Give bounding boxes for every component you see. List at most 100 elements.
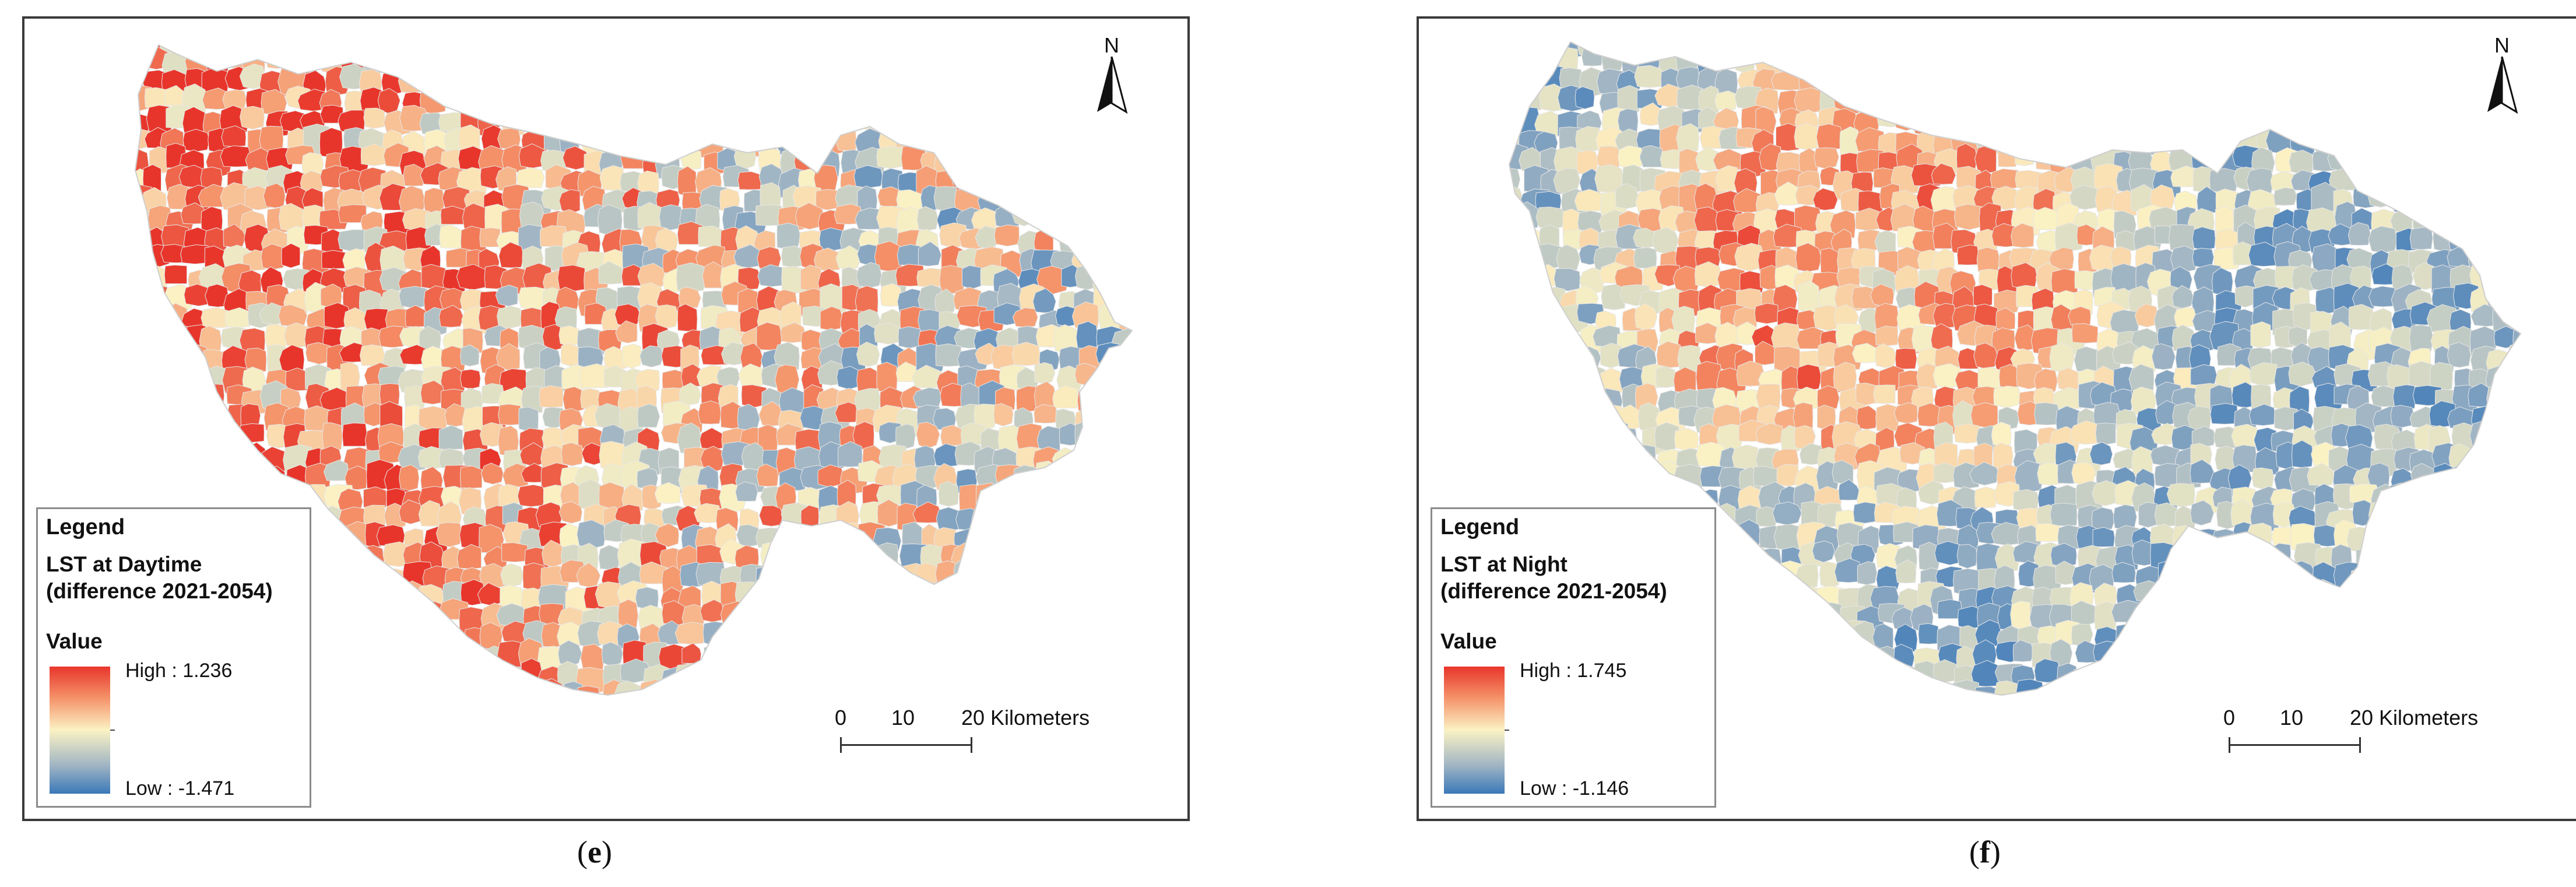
map-region xyxy=(135,445,148,469)
map-region xyxy=(538,105,568,133)
map-region xyxy=(1091,622,1122,646)
map-region xyxy=(577,45,599,67)
map-region xyxy=(797,527,825,552)
map-region xyxy=(1509,479,1526,505)
map-region xyxy=(1755,383,1781,413)
map-region xyxy=(1509,342,1518,364)
map-region xyxy=(1755,642,1786,667)
map-region xyxy=(993,87,1024,118)
map-region xyxy=(2532,109,2561,129)
map-region xyxy=(961,104,982,131)
map-region xyxy=(816,620,842,648)
map-region xyxy=(681,643,702,664)
map-region xyxy=(1701,42,1727,50)
map-region xyxy=(1539,329,1568,349)
map-region xyxy=(2035,48,2065,78)
map-region xyxy=(2051,701,2073,730)
map-region xyxy=(460,344,480,367)
map-region xyxy=(2445,164,2470,188)
map-region xyxy=(2271,42,2297,50)
map-region xyxy=(220,145,251,167)
map-region xyxy=(1833,362,1857,393)
map-region xyxy=(1878,89,1899,114)
map-region xyxy=(462,645,485,676)
legend-low-label: Low : -1.471 xyxy=(125,777,235,800)
map-region xyxy=(259,45,290,54)
map-region xyxy=(1893,402,1918,424)
map-region xyxy=(2447,342,2471,368)
map-region xyxy=(2252,42,2283,48)
map-region xyxy=(594,403,622,429)
map-region xyxy=(1057,45,1086,52)
map-region xyxy=(2251,639,2278,669)
map-region xyxy=(2327,42,2358,55)
legend-layer-line2: (difference 2021-2054) xyxy=(46,579,273,603)
map-region xyxy=(580,110,608,133)
map-region xyxy=(405,699,428,728)
map-region xyxy=(439,224,463,249)
map-region xyxy=(2489,206,2508,229)
map-region xyxy=(1509,52,1527,76)
map-region xyxy=(801,665,827,695)
map-region xyxy=(456,544,482,570)
map-region xyxy=(2526,207,2553,230)
map-region xyxy=(1057,504,1087,531)
map-region xyxy=(575,93,605,116)
map-region xyxy=(817,45,843,52)
map-region xyxy=(939,265,965,294)
legend-title: Legend xyxy=(46,515,125,539)
map-region xyxy=(1755,423,1785,446)
map-region xyxy=(2465,501,2490,524)
map-region xyxy=(1976,702,2004,726)
map-region xyxy=(1535,206,1565,230)
map-region xyxy=(2092,68,2121,95)
map-region xyxy=(895,423,916,450)
map-region xyxy=(1991,422,2012,446)
map-region xyxy=(2390,52,2420,73)
map-region xyxy=(1875,343,1897,369)
map-region xyxy=(381,587,406,608)
map-region xyxy=(1140,701,1166,724)
map-region xyxy=(135,244,149,271)
map-region xyxy=(2289,84,2320,109)
map-region xyxy=(954,47,982,71)
map-region xyxy=(206,425,236,444)
map-region xyxy=(1633,227,1656,248)
map-region xyxy=(717,45,746,53)
map-region xyxy=(995,484,1021,511)
map-region xyxy=(1974,125,2007,151)
map-region xyxy=(1096,167,1126,195)
map-region xyxy=(201,442,226,465)
map-region xyxy=(2508,624,2521,654)
map-region xyxy=(2529,605,2552,630)
map-region xyxy=(1015,106,1043,131)
map-region xyxy=(2249,404,2276,426)
map-region xyxy=(933,443,960,468)
map-region xyxy=(1056,666,1082,695)
map-region xyxy=(1095,126,1122,152)
map-region xyxy=(2137,42,2166,52)
map-region xyxy=(576,685,600,695)
map-region xyxy=(1137,68,1168,96)
map-region xyxy=(2033,368,2058,394)
map-region xyxy=(2486,126,2508,148)
map-region xyxy=(1737,606,1764,630)
map-region xyxy=(2433,165,2458,188)
legend-layer-name: LST at Night (difference 2021-2054) xyxy=(1440,551,1667,605)
map-region xyxy=(1774,181,1801,206)
map-region xyxy=(1509,362,1524,394)
map-region xyxy=(835,72,863,92)
map-region xyxy=(1509,426,1527,452)
map-region xyxy=(163,364,187,387)
map-region xyxy=(579,65,606,90)
map-region xyxy=(955,602,979,623)
map-region xyxy=(104,363,125,388)
map-region xyxy=(2274,660,2297,689)
map-region xyxy=(2050,503,2078,527)
map-region xyxy=(523,45,546,53)
map-region xyxy=(2367,185,2395,208)
map-region xyxy=(2070,684,2092,695)
map-region xyxy=(363,107,386,129)
map-region xyxy=(1673,366,1696,393)
map-region xyxy=(2352,579,2377,607)
